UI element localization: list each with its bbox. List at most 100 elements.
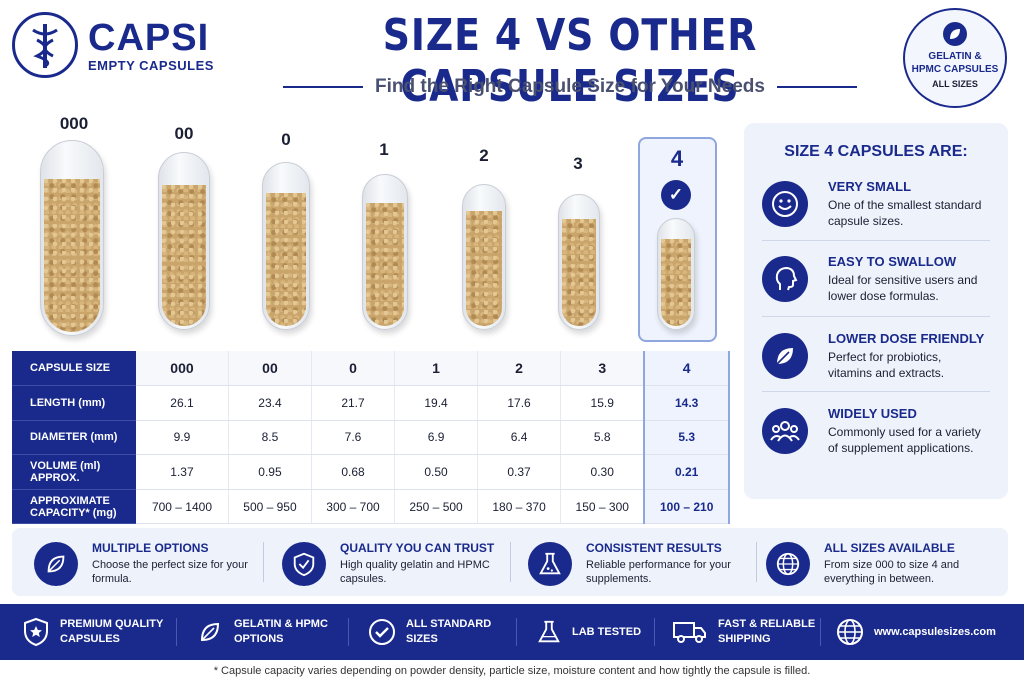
table-cell: 0.50 xyxy=(394,454,479,490)
table-cell: 500 – 950 xyxy=(228,489,312,525)
badge-line2: HPMC CAPSULES xyxy=(911,64,999,75)
divider xyxy=(176,618,177,646)
table-cell: 00 xyxy=(228,351,312,387)
table-row: VOLUME (ml) APPROX. 1.37 0.95 0.68 0.50 … xyxy=(12,454,730,490)
footer-item-premium: PREMIUM QUALITY CAPSULES xyxy=(22,612,163,652)
feature-title: WIDELY USED xyxy=(828,406,917,421)
feature-desc: Commonly used for a variety of supplemen… xyxy=(828,425,981,455)
head-icon xyxy=(762,256,808,302)
size-comparison-table: CAPSULE SIZE 000 00 0 1 2 3 4 LENGTH (mm… xyxy=(12,351,730,525)
table-cell: 5.8 xyxy=(560,420,645,456)
footer-item-lab-tested: LAB TESTED xyxy=(536,612,641,652)
row-header: VOLUME (ml) APPROX. xyxy=(12,454,136,490)
footer-label: SIZES xyxy=(406,633,438,645)
table-cell: 3 xyxy=(560,351,645,387)
benefit-desc: High quality gelatin and HPMC capsules. xyxy=(340,559,490,585)
capsule-2 xyxy=(462,184,506,330)
leaf-icon xyxy=(34,542,78,586)
divider xyxy=(762,391,990,392)
website-link[interactable]: www.capsulesizes.com xyxy=(874,625,996,638)
table-cell-size4: 100 – 210 xyxy=(643,489,730,525)
leaf-icon xyxy=(200,622,220,642)
check-icon: ✓ xyxy=(661,180,691,210)
table-cell-size4: 4 xyxy=(643,351,730,387)
capsule-00 xyxy=(158,152,210,330)
feature-desc: Ideal for sensitive users and lower dose… xyxy=(828,273,978,303)
table-cell: 2 xyxy=(477,351,562,387)
capsule-label-1: 1 xyxy=(379,140,389,159)
table-cell: 0 xyxy=(311,351,396,387)
divider xyxy=(348,618,349,646)
feature-desc: Perfect for probiotics, vitamins and ext… xyxy=(828,350,945,380)
table-cell: 250 – 500 xyxy=(394,489,479,525)
table-cell: 26.1 xyxy=(136,385,229,421)
brand-name: CAPSI xyxy=(88,17,210,59)
table-cell: 1 xyxy=(394,351,479,387)
capsule-000 xyxy=(40,140,104,336)
footer-bar: PREMIUM QUALITY CAPSULES GELATIN & HPMC OP… xyxy=(0,604,1024,660)
footnote: * Capsule capacity varies depending on p… xyxy=(213,665,811,677)
divider xyxy=(762,316,990,317)
footer-item-website[interactable]: www.capsulesizes.com xyxy=(836,612,996,652)
table-cell: 150 – 300 xyxy=(560,489,645,525)
table-cell: 19.4 xyxy=(394,385,479,421)
divider xyxy=(654,618,655,646)
feature-widely-used: WIDELY USED Commonly used for a variety … xyxy=(762,406,992,476)
divider xyxy=(510,542,511,582)
capsule-label-0: 0 xyxy=(281,130,291,149)
table-row: APPROXIMATE CAPACITY* (mg) 700 – 1400 50… xyxy=(12,489,730,525)
footer-label: FAST & RELIABLE xyxy=(718,618,816,630)
table-cell: 0.68 xyxy=(311,454,396,490)
table-cell: 0.95 xyxy=(228,454,312,490)
divider xyxy=(516,618,517,646)
benefit-title: QUALITY YOU CAN TRUST xyxy=(340,541,495,555)
benefit-quality: QUALITY YOU CAN TRUST High quality gelat… xyxy=(282,540,522,586)
footer-label: ALL STANDARD xyxy=(406,618,492,630)
footer-item-shipping: FAST & RELIABLE SHIPPING xyxy=(672,612,815,652)
brand: CAPSI EMPTY CAPSULES xyxy=(88,18,214,73)
flask-icon xyxy=(538,620,560,643)
feature-title: LOWER DOSE FRIENDLY xyxy=(828,331,985,346)
benefit-title: MULTIPLE OPTIONS xyxy=(92,541,209,555)
badge-line1: GELATIN & xyxy=(928,51,982,62)
feature-lower-dose: LOWER DOSE FRIENDLY Perfect for probioti… xyxy=(762,331,992,401)
benefit-multiple-options: MULTIPLE OPTIONS Choose the perfect size… xyxy=(34,540,274,586)
capsule-label-2: 2 xyxy=(479,146,489,165)
smile-icon xyxy=(762,181,808,227)
footer-label: LAB TESTED xyxy=(572,625,642,638)
size4-features-panel: SIZE 4 CAPSULES ARE: VERY SMALL One of t… xyxy=(744,123,1008,499)
check-circle-icon xyxy=(369,619,395,645)
benefit-desc: From size 000 to size 4 and everything i… xyxy=(824,559,960,585)
benefits-strip: MULTIPLE OPTIONS Choose the perfect size… xyxy=(12,528,1008,596)
table-cell: 23.4 xyxy=(228,385,312,421)
table-cell: 15.9 xyxy=(560,385,645,421)
benefit-title: CONSISTENT RESULTS xyxy=(586,541,722,555)
table-row: LENGTH (mm) 26.1 23.4 21.7 19.4 17.6 15.… xyxy=(12,385,730,421)
row-header: CAPSULE SIZE xyxy=(12,351,136,387)
table-cell: 6.9 xyxy=(394,420,479,456)
feature-title: EASY TO SWALLOW xyxy=(828,254,957,269)
table-cell-size4: 0.21 xyxy=(643,454,730,490)
shield-star-icon xyxy=(24,617,48,647)
brand-logo xyxy=(12,12,78,78)
table-cell: 17.6 xyxy=(477,385,562,421)
divider xyxy=(820,618,821,646)
table-row: DIAMETER (mm) 9.9 8.5 7.6 6.9 6.4 5.8 5.… xyxy=(12,420,730,456)
leaf-icon xyxy=(943,22,967,46)
table-cell: 000 xyxy=(136,351,229,387)
table-cell: 0.37 xyxy=(477,454,562,490)
globe-icon xyxy=(766,542,810,586)
materials-badge: GELATIN & HPMC CAPSULES ALL SIZES xyxy=(903,8,1007,108)
row-header: LENGTH (mm) xyxy=(12,385,136,421)
caduceus-icon xyxy=(32,24,58,68)
footer-label: OPTIONS xyxy=(234,633,284,645)
panel-title: SIZE 4 CAPSULES ARE: xyxy=(784,143,968,160)
capsule-label-00: 00 xyxy=(174,124,194,143)
table-row: CAPSULE SIZE 000 00 0 1 2 3 4 xyxy=(12,351,730,387)
feature-desc: One of the smallest standard capsule siz… xyxy=(828,198,982,228)
subtitle-row: Find the Right Capsule Size for Your Nee… xyxy=(250,76,890,98)
footer-label: PREMIUM QUALITY xyxy=(60,618,164,630)
benefit-title: ALL SIZES AVAILABLE xyxy=(824,541,955,555)
globe-icon xyxy=(837,619,863,645)
truck-icon xyxy=(673,622,706,643)
